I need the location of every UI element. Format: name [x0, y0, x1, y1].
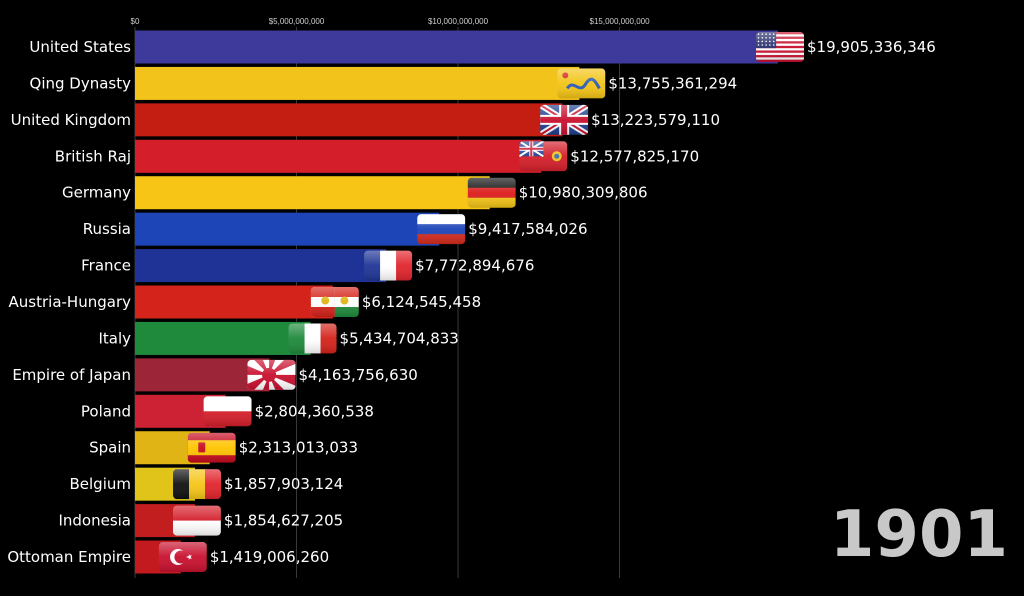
category-label: Ottoman Empire [7, 548, 131, 566]
category-label: United States [29, 38, 131, 56]
bar [135, 212, 440, 246]
value-label: $7,772,894,676 [415, 257, 534, 275]
x-tick-label: $5,000,000,000 [269, 17, 325, 26]
bar-group: France $7,772,894,676 [81, 249, 534, 283]
russia-flag-icon [417, 214, 466, 245]
value-label: $1,419,006,260 [210, 548, 329, 566]
bar-group: Belgium $1,857,903,124 [70, 467, 343, 501]
value-label: $13,223,579,110 [591, 111, 720, 129]
bar-group: Indonesia $1,854,627,205 [58, 504, 343, 538]
category-label: Germany [62, 184, 131, 202]
category-label: Indonesia [58, 512, 131, 530]
bar [135, 285, 333, 319]
bar-group: United States $19,905,336,346 [29, 30, 936, 64]
value-label: $4,163,756,630 [299, 366, 418, 384]
category-label: Poland [81, 402, 131, 420]
value-label: $1,854,627,205 [224, 512, 343, 530]
category-label: France [81, 257, 131, 275]
value-label: $6,124,545,458 [362, 293, 481, 311]
bar [135, 66, 580, 100]
value-label: $19,905,336,346 [807, 38, 936, 56]
indonesia-flag-icon [172, 505, 221, 536]
bar-group: Ottoman Empire $1,419,006,260 [7, 540, 329, 574]
qing-flag-icon [557, 68, 606, 99]
value-label: $2,804,360,538 [255, 402, 374, 420]
bar [135, 358, 270, 392]
usa-flag-icon [756, 32, 804, 62]
italy-flag-icon [288, 323, 337, 354]
x-tick-label: $10,000,000,000 [428, 17, 489, 26]
bar-group: Poland $2,804,360,538 [81, 394, 374, 428]
category-label: Russia [83, 220, 131, 238]
bar-group: Qing Dynasty $13,755,361,294 [30, 66, 737, 100]
bar [135, 321, 311, 355]
austria-hungary-flag-icon [310, 287, 359, 318]
value-label: $1,857,903,124 [224, 475, 343, 493]
category-label: Empire of Japan [12, 366, 131, 384]
bar-group: Spain $2,313,013,033 [89, 431, 358, 465]
value-label: $13,755,361,294 [608, 74, 737, 92]
bar-group: Austria-Hungary $6,124,545,458 [9, 285, 481, 319]
bar-group: British Raj $12,577,825,170 [55, 139, 699, 173]
value-label: $10,980,309,806 [519, 184, 648, 202]
category-label: British Raj [55, 147, 131, 165]
japan-flag-icon [247, 359, 296, 390]
bar [135, 139, 542, 173]
bar-group: Russia $9,417,584,026 [83, 212, 588, 246]
bar-group: Empire of Japan $4,163,756,630 [12, 358, 418, 392]
value-label: $12,577,825,170 [570, 147, 699, 165]
raj-flag-icon [519, 141, 568, 172]
poland-flag-icon [203, 396, 252, 427]
bar [135, 249, 387, 283]
uk-flag-icon [540, 104, 589, 135]
value-label: $5,434,704,833 [340, 329, 459, 347]
belgium-flag-icon [173, 469, 222, 500]
category-label: Belgium [70, 475, 132, 493]
category-label: Spain [89, 439, 131, 457]
category-label: Austria-Hungary [9, 293, 132, 311]
value-label: $9,417,584,026 [468, 220, 587, 238]
bar-group: United Kingdom $13,223,579,110 [11, 103, 720, 137]
ottoman-flag-icon [158, 542, 207, 573]
category-label: Qing Dynasty [30, 74, 132, 92]
bar-group: Italy $5,434,704,833 [98, 321, 459, 355]
bar-group: Germany $10,980,309,806 [62, 176, 648, 210]
france-flag-icon [364, 250, 413, 281]
value-label: $2,313,013,033 [239, 439, 358, 457]
x-tick-label: $15,000,000,000 [590, 17, 651, 26]
x-tick-label: $0 [131, 17, 140, 26]
bar [135, 30, 778, 64]
category-label: United Kingdom [11, 111, 131, 129]
germany-flag-icon [467, 177, 516, 208]
bar [135, 176, 490, 210]
year-label: 1901 [830, 498, 1008, 572]
bar [135, 103, 563, 137]
category-label: Italy [98, 329, 131, 347]
spain-flag-icon [187, 432, 236, 463]
